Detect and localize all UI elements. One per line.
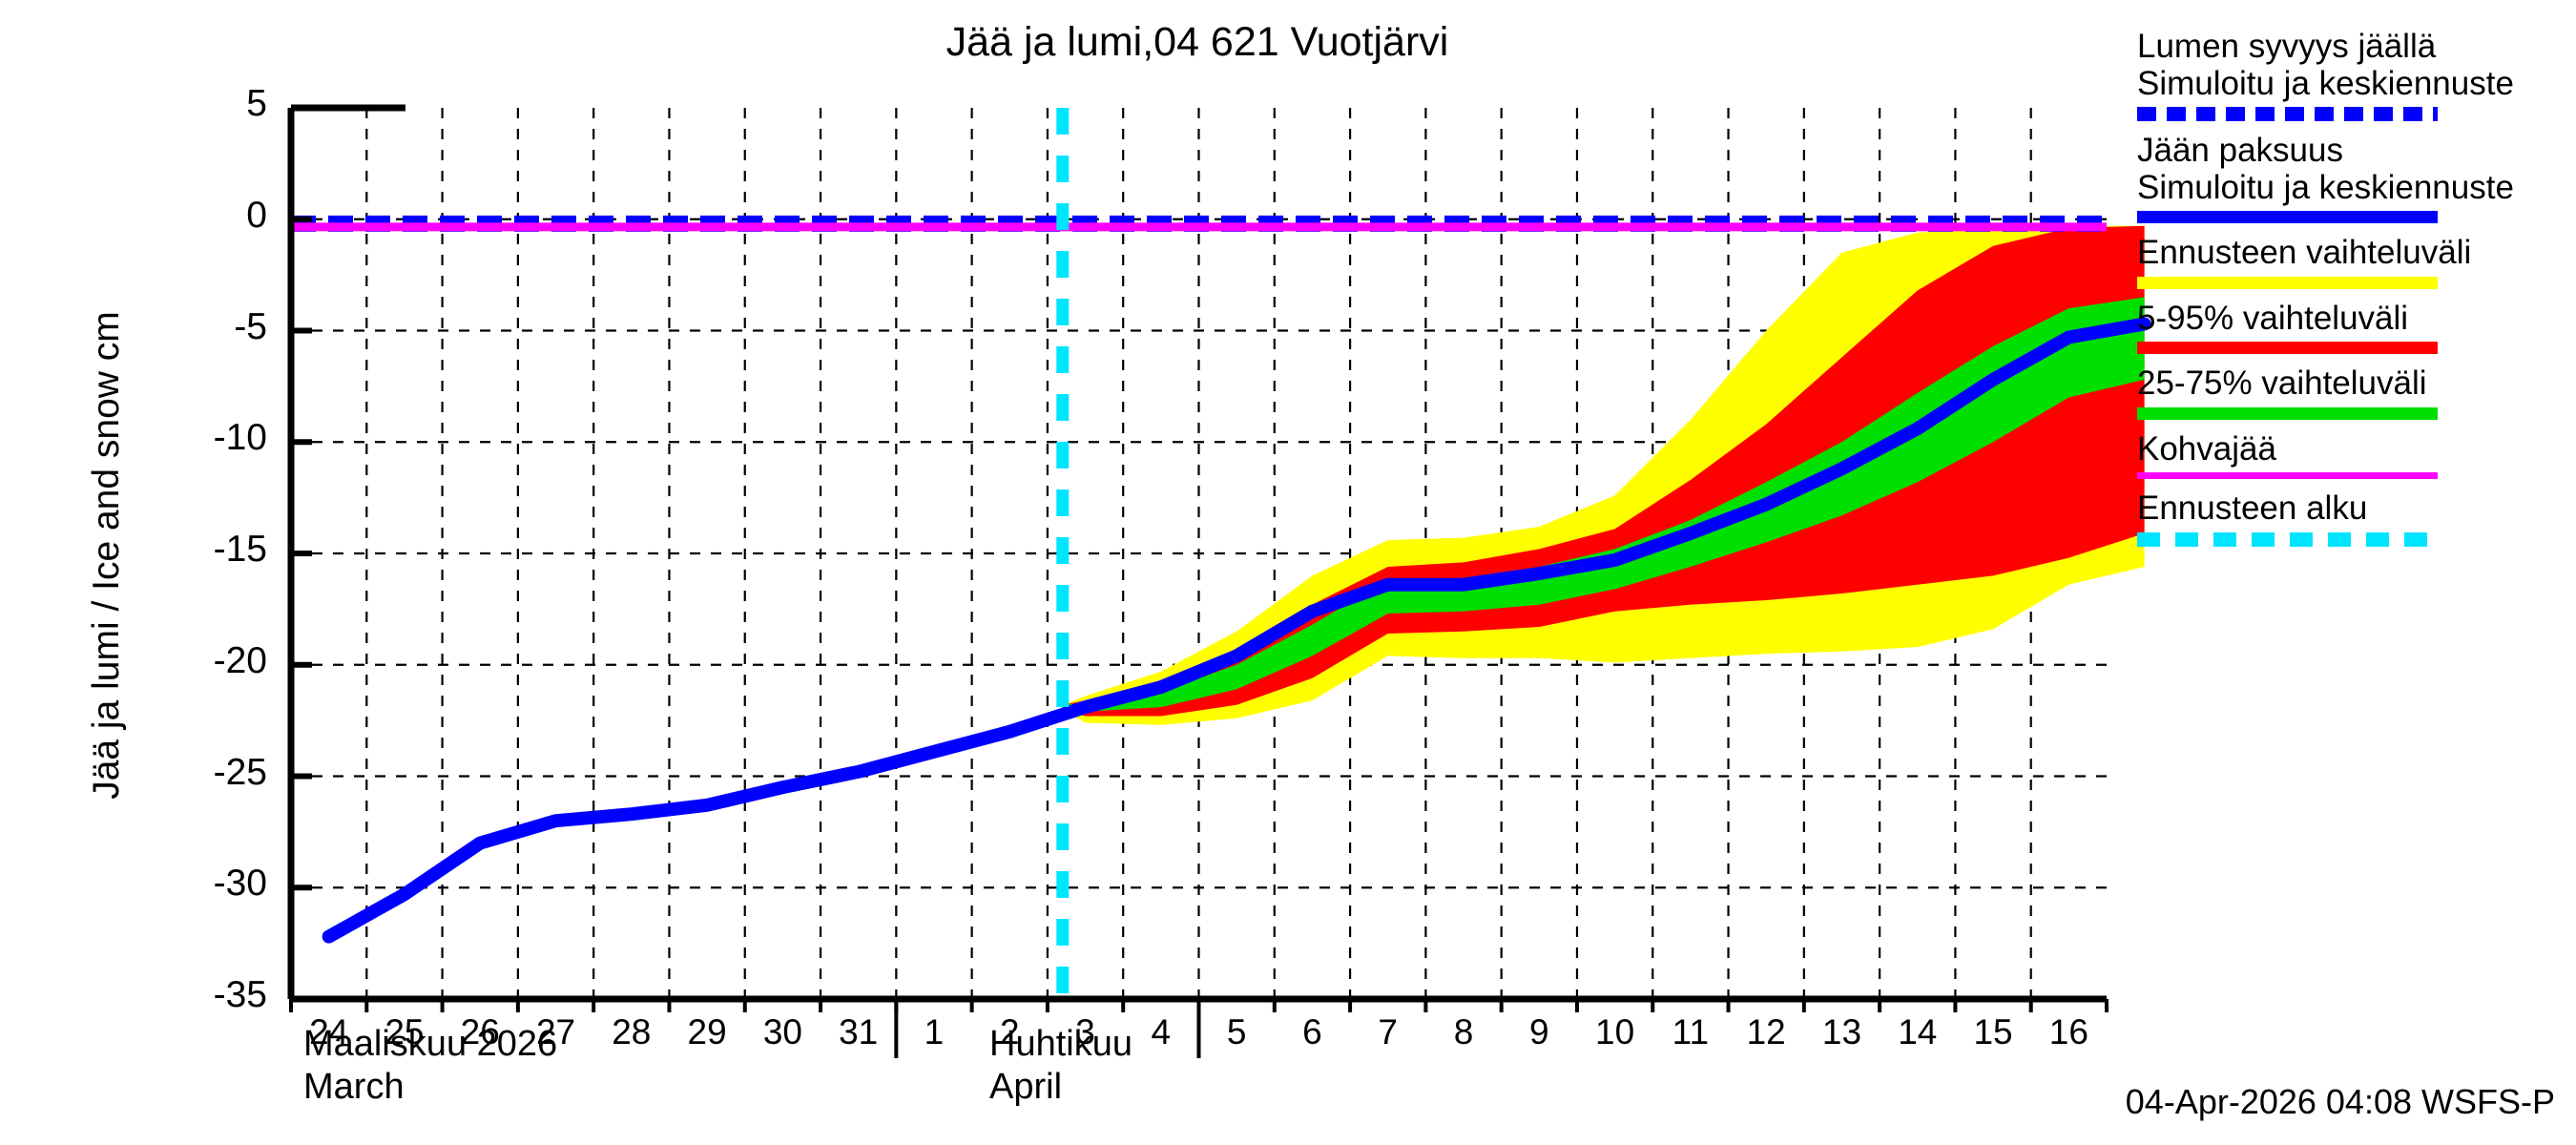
y-tick-label: -20	[213, 639, 267, 681]
page-title: Jää ja lumi,04 621 Vuotjärvi	[945, 19, 1449, 65]
legend-label: Jään paksuus	[2137, 132, 2343, 169]
legend-item-snow-depth-on-ice: Lumen syvyys jäällä Simuloitu ja keskienn…	[2137, 28, 2557, 121]
legend-label: Kohvajää	[2137, 429, 2276, 468]
y-axis-label: Jää ja lumi / Ice and snow cm	[86, 311, 127, 800]
x-axis-month-april: Huhtikuu April	[989, 1023, 1132, 1109]
legend-swatch-forecast-start	[2137, 531, 2438, 547]
x-tick-label: 4	[1151, 1012, 1172, 1051]
x-tick-label: 14	[1898, 1012, 1938, 1051]
footer-timestamp: 04-Apr-2026 04:08 WSFS-P	[2125, 1082, 2555, 1121]
x-tick-label: 27	[535, 1012, 576, 1051]
x-tick-label: 9	[1529, 1012, 1549, 1051]
legend-item-forecast-range: Ennusteen vaihteluväli	[2137, 234, 2557, 289]
month-label-fi: Huhtikuu	[989, 1024, 1132, 1064]
x-tick-label: 29	[687, 1012, 727, 1051]
legend-label: Ennusteen alku	[2137, 489, 2368, 527]
legend-sublabel: Simuloitu ja keskiennuste	[2137, 168, 2514, 206]
legend-label: Ennusteen vaihteluväli	[2137, 234, 2472, 271]
x-tick-label: 15	[1973, 1012, 2013, 1051]
x-axis-month-march: Maaliskuu 2026 March	[303, 1023, 557, 1109]
band-5-95-vaihteluv-li	[1062, 225, 2145, 717]
ice-thickness-line	[322, 317, 2151, 944]
x-tick-label: 10	[1595, 1012, 1635, 1051]
y-tick-label: -15	[213, 529, 267, 570]
legend-swatch-forecast-range	[2137, 276, 2438, 289]
x-tick-label: 12	[1746, 1012, 1786, 1051]
y-tick-label: -5	[234, 305, 267, 347]
y-tick-label: -10	[213, 417, 267, 459]
x-tick-label: 26	[460, 1012, 500, 1051]
x-tick-label: 16	[2048, 1012, 2088, 1051]
x-tick-label: 5	[1226, 1012, 1247, 1051]
x-tick-label: 24	[309, 1012, 349, 1051]
x-tick-label: 25	[384, 1012, 425, 1051]
y-tick-label: 5	[246, 83, 267, 124]
legend-item-forecast-start: Ennusteen alku	[2137, 489, 2557, 547]
x-tick-label: 8	[1453, 1012, 1474, 1051]
legend-swatch-range-5-95	[2137, 342, 2438, 354]
month-label-en: March	[303, 1066, 405, 1107]
x-tick-label: 6	[1302, 1012, 1322, 1051]
legend-swatch-snow-depth-on-ice	[2137, 107, 2438, 121]
x-tick-label: 3	[1075, 1012, 1095, 1051]
month-label-en: April	[989, 1066, 1063, 1107]
band-25-75-vaihteluv-li	[1062, 297, 2145, 712]
legend-label: Lumen syvyys jäällä	[2137, 28, 2437, 65]
x-tick-label: 7	[1378, 1012, 1398, 1051]
y-tick-label: 0	[246, 194, 267, 236]
y-tick-label: -25	[213, 751, 267, 793]
legend-label: 25-75% vaihteluväli	[2137, 364, 2427, 402]
legend-swatch-range-25-75	[2137, 406, 2438, 420]
legend-item-slush-ice: Kohvajää	[2137, 429, 2557, 479]
axis-frame	[287, 104, 2109, 1058]
x-tick-label: 13	[1821, 1012, 1862, 1051]
legend-item-ice-thickness: Jään paksuus Simuloitu ja keskiennuste	[2137, 132, 2557, 223]
legend-sublabel: Simuloitu ja keskiennuste	[2137, 64, 2514, 102]
legend-item-range-5-95: 5-95% vaihteluväli	[2137, 299, 2557, 354]
chart-legend: Lumen syvyys jäällä Simuloitu ja keskienn…	[2137, 28, 2557, 558]
x-tick-label: 1	[924, 1012, 945, 1051]
x-tick-label: 28	[612, 1012, 652, 1051]
x-tick-label: 2	[999, 1012, 1020, 1051]
x-tick-label: 31	[839, 1012, 879, 1051]
y-tick-label: -30	[213, 863, 267, 905]
x-tick-label: 11	[1672, 1012, 1710, 1051]
month-label-fi: Maaliskuu 2026	[303, 1024, 558, 1064]
x-tick-label: 30	[762, 1012, 802, 1051]
legend-swatch-ice-thickness	[2137, 211, 2438, 223]
legend-swatch-slush-ice	[2137, 472, 2438, 479]
y-tick-label: -35	[213, 974, 267, 1015]
legend-label: 5-95% vaihteluväli	[2137, 299, 2409, 337]
legend-item-range-25-75: 25-75% vaihteluväli	[2137, 364, 2557, 420]
